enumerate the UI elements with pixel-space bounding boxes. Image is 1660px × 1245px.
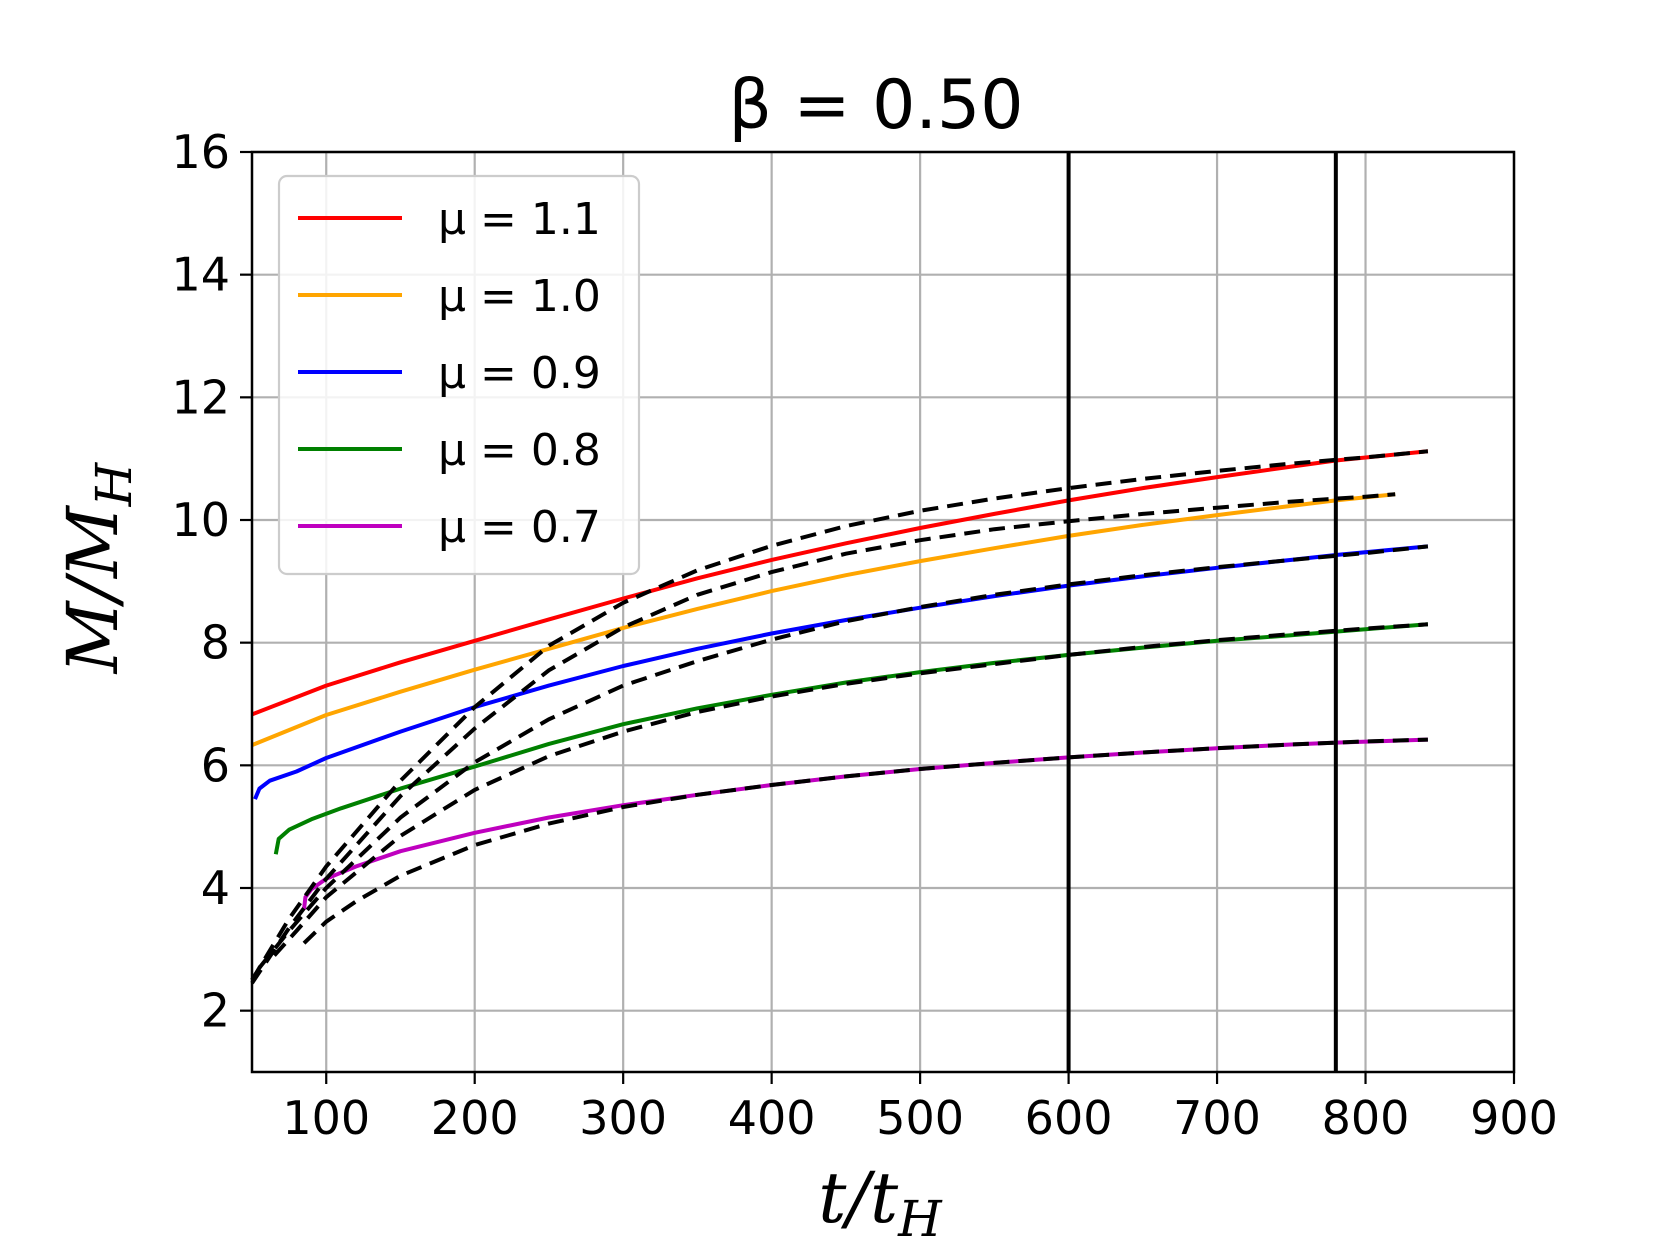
- fit-curve-3: [272, 622, 1429, 957]
- series-line-1: [251, 492, 1396, 747]
- fit-curve-2: [257, 544, 1429, 969]
- x-tick-label: 100: [282, 1091, 370, 1145]
- fit-curve-4: [302, 737, 1428, 945]
- x-tick-label: 600: [1025, 1091, 1113, 1145]
- chart-title: β = 0.50: [728, 66, 1023, 145]
- y-tick-label: 4: [201, 861, 230, 915]
- y-axis-label-subscript: H: [85, 461, 143, 507]
- vertical-markers: [1066, 152, 1338, 1072]
- x-tick-label: 800: [1322, 1091, 1410, 1145]
- fit-curves: [250, 449, 1429, 985]
- legend-label: μ = 1.1: [438, 194, 601, 245]
- legend-label: μ = 0.8: [438, 425, 601, 476]
- y-tick-label: 16: [171, 125, 230, 179]
- legend-entries: μ = 1.1 μ = 1.0 μ = 0.9 μ = 0.8 μ = 0.7: [298, 194, 601, 553]
- x-tick-label: 500: [876, 1091, 964, 1145]
- y-tick-label: 12: [171, 370, 230, 424]
- legend-label: μ = 0.9: [438, 348, 601, 399]
- y-axis-label: M/MH: [52, 461, 143, 675]
- legend-label: μ = 1.0: [438, 271, 601, 322]
- x-tick-label: 400: [728, 1091, 816, 1145]
- legend-box: [277, 174, 641, 576]
- y-tick-label: 14: [171, 248, 230, 302]
- x-tick-label: 300: [579, 1091, 667, 1145]
- ticks: 100 200 300 400 500 600 700 800 900 2 4 6 8 10 12 14 16: [171, 125, 1557, 1145]
- y-tick-label: 2: [201, 984, 230, 1038]
- x-tick-label: 200: [431, 1091, 519, 1145]
- x-axis-label-subscript: H: [897, 1190, 943, 1245]
- y-tick-label: 6: [201, 738, 230, 792]
- y-tick-label: 8: [201, 616, 230, 670]
- plot-frame: [250, 150, 1516, 1074]
- y-axis-label-main: M/M: [52, 504, 134, 675]
- x-axis-label-main: t/t: [818, 1157, 899, 1239]
- legend: μ = 1.1 μ = 1.0 μ = 0.9 μ = 0.8 μ = 0.7: [277, 174, 641, 576]
- x-axis-label: t/tH: [818, 1157, 943, 1245]
- series-line-0: [251, 449, 1429, 717]
- x-tick-label: 700: [1173, 1091, 1261, 1145]
- legend-label: μ = 0.7: [438, 502, 601, 553]
- x-tick-label: 900: [1470, 1091, 1558, 1145]
- y-tick-label: 10: [171, 493, 230, 547]
- fit-curve-0: [250, 449, 1429, 982]
